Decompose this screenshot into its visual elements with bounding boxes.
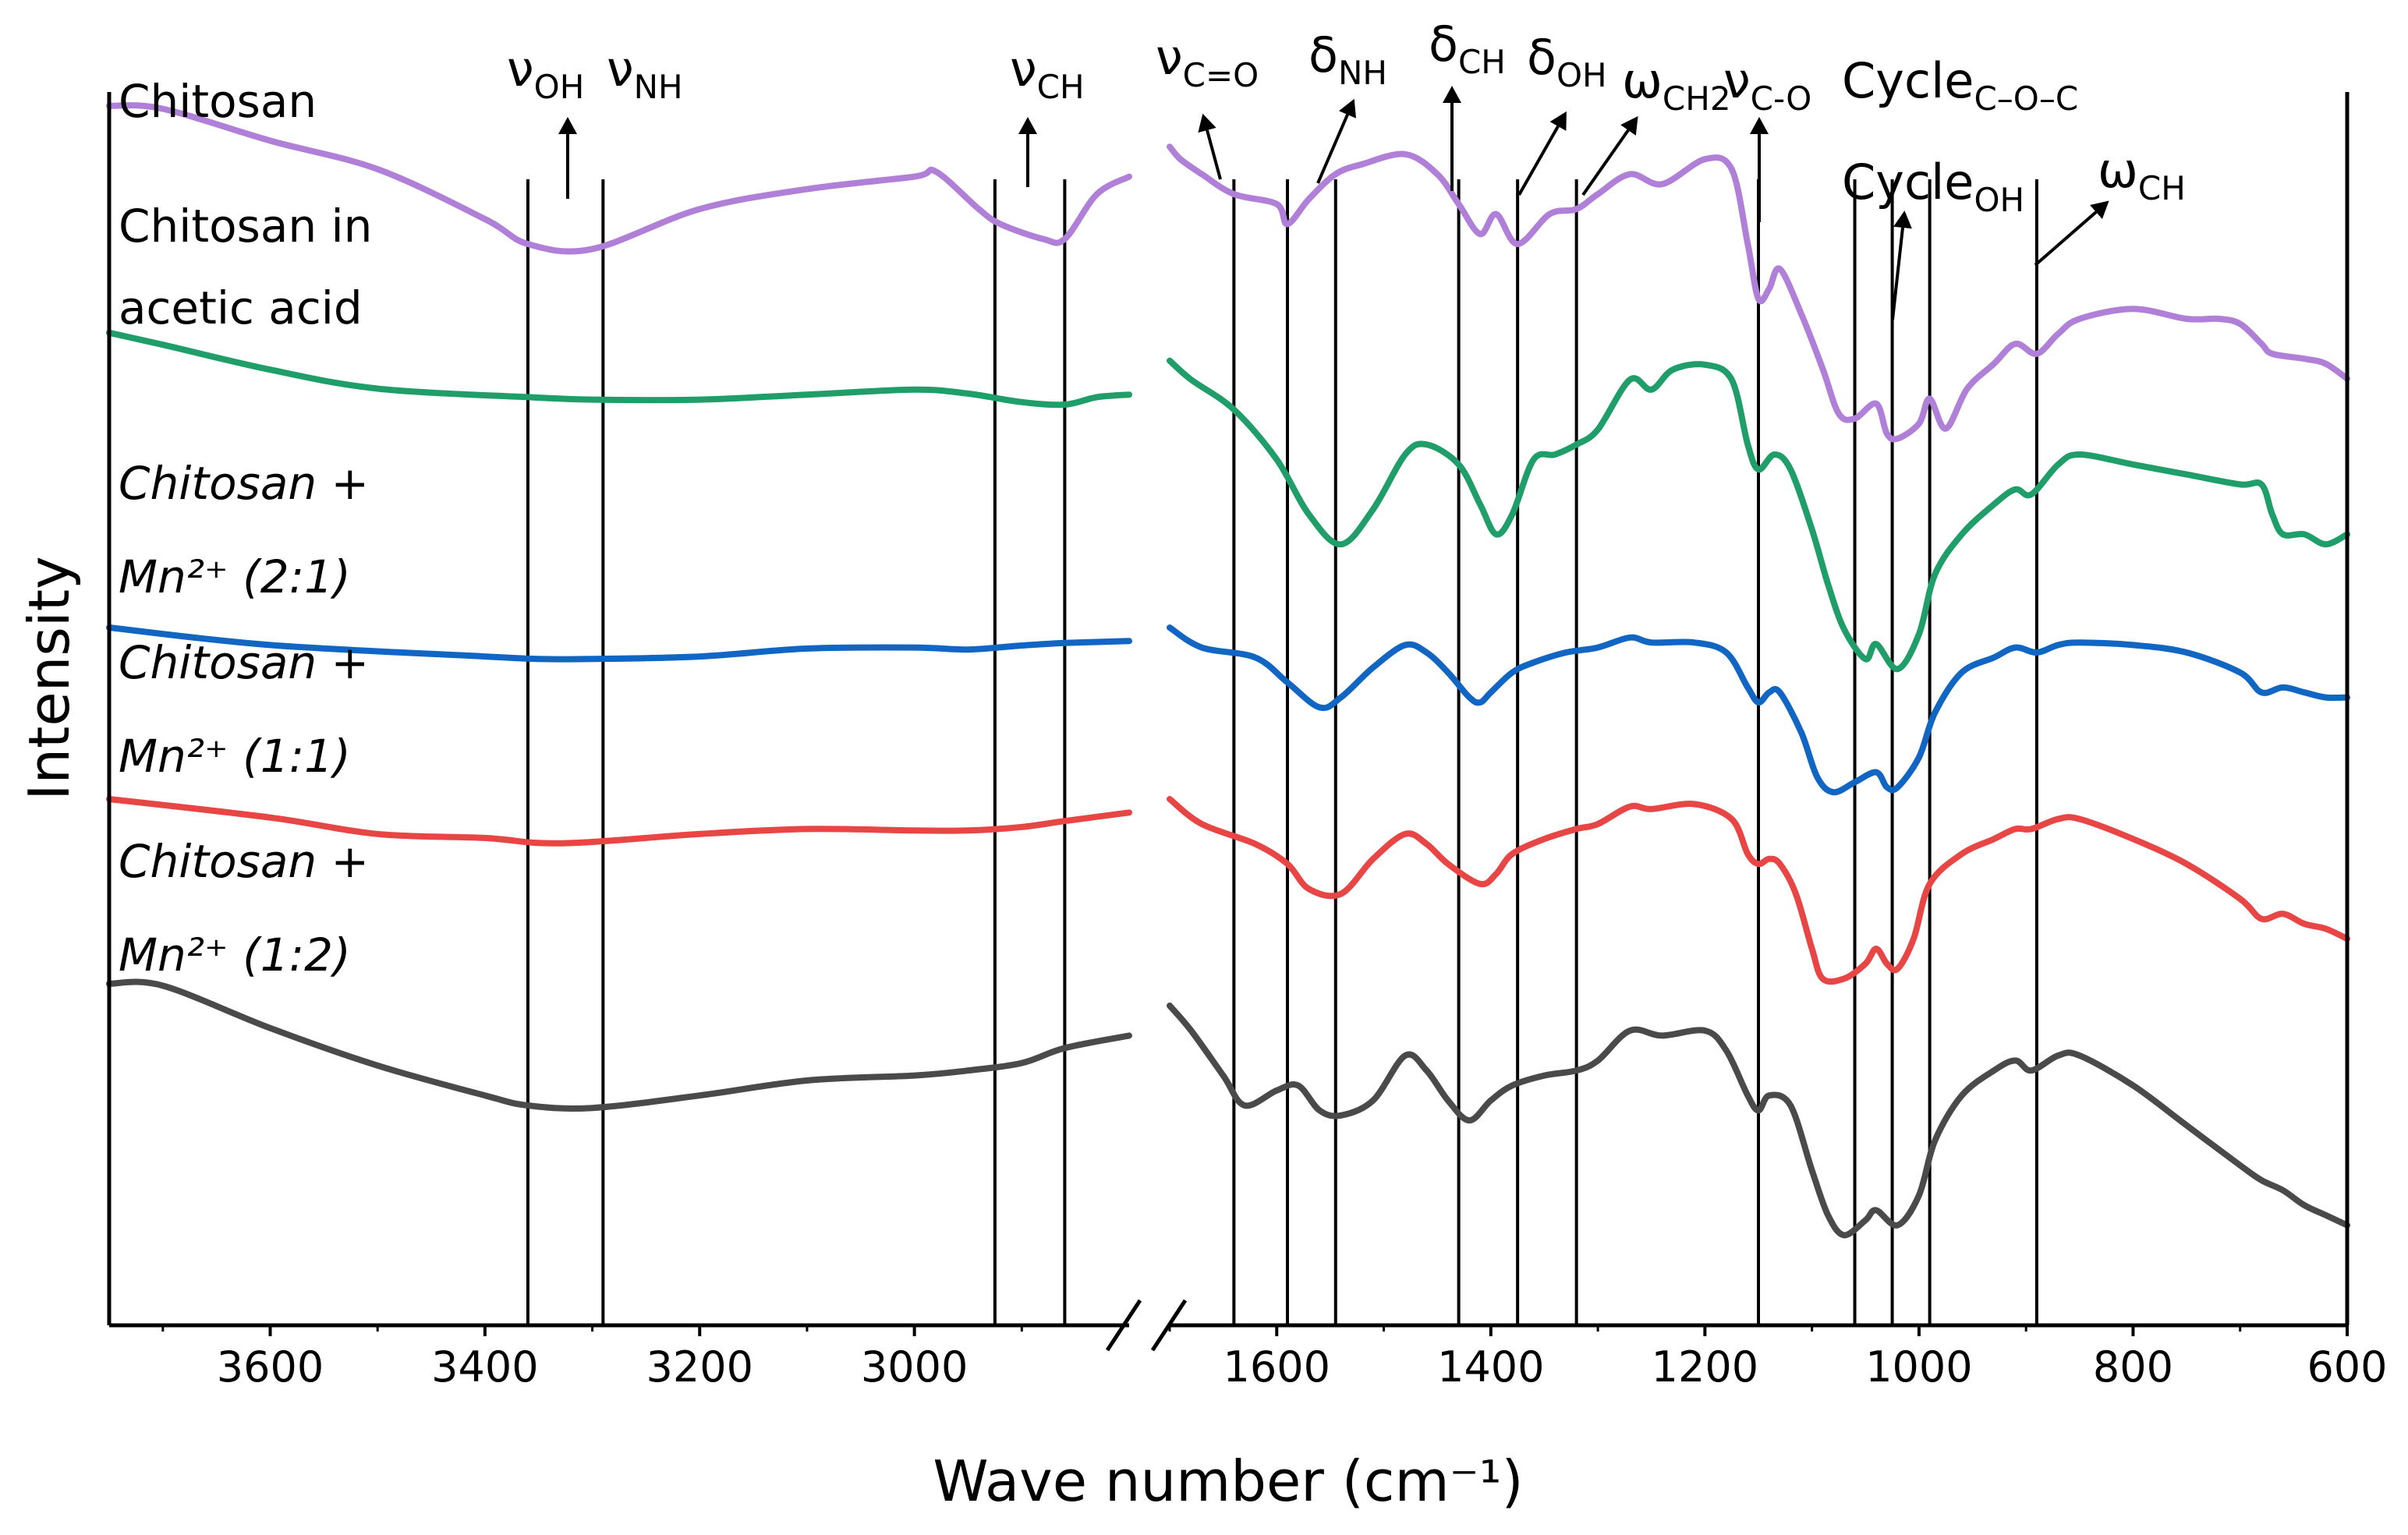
x-tick-label-3200: 3200 [646, 1342, 753, 1392]
annotation-arrowhead-9 [1750, 117, 1769, 134]
series-3-right-line [1167, 624, 2350, 796]
series-2-right-line [1167, 357, 2350, 673]
series-lines [106, 102, 2350, 1239]
series-labels: Chitosan Chitosan in acetic acid Chitosan +… [119, 75, 372, 981]
annotation-arrow-8 [1581, 129, 1630, 196]
annotation-4: νC=O [1156, 29, 1259, 94]
annotation-arrow-11 [1891, 227, 1904, 320]
annotation-arrowhead-3 [1018, 117, 1037, 134]
annotation-6: δCH [1429, 16, 1506, 81]
series-5-right-line [1167, 1003, 2350, 1239]
annotation-arrowhead-8 [1620, 116, 1638, 136]
series-label-2-line-2: acetic acid [119, 281, 363, 334]
x-tick-label-600: 600 [2307, 1342, 2387, 1392]
y-axis-title: Intensity [16, 556, 82, 800]
series-label-1-line-1: Chitosan [119, 75, 317, 128]
series-1-left-line [106, 102, 1132, 255]
annotation-1: νOH [507, 41, 584, 106]
series-label-3-line-1: Chitosan + [119, 457, 369, 510]
annotation-3: νCH [1010, 41, 1085, 106]
series-label-4-line-2: Mn²⁺ (1:1) [119, 730, 351, 783]
series-2-left-line [106, 329, 1132, 409]
x-tick-label-800: 800 [2093, 1342, 2173, 1392]
annotation-7: δOH [1527, 29, 1607, 94]
x-tick-label-1600: 1600 [1223, 1342, 1330, 1392]
series-label-5-line-1: Chitosan + [119, 835, 369, 888]
x-ticks: 3600 3400 3200 3000 1600 1400 1200 1000 800 600 [161, 1325, 2388, 1392]
series-label-5-line-2: Mn²⁺ (1:2) [119, 928, 351, 981]
series-4-right-line [1167, 796, 2350, 985]
x-axis-title: Wave number (cm⁻¹) [933, 1448, 1523, 1514]
series-4-left-line [106, 796, 1132, 847]
series-3-left-line [106, 624, 1132, 663]
series-1-right-line [1167, 143, 2350, 443]
annotation-10: CycleC–O–C [1842, 52, 2078, 118]
annotation-9: νC-O [1723, 52, 1811, 118]
annotation-arrowhead-6 [1443, 86, 1461, 103]
annotation-12: ωCH [2098, 142, 2186, 207]
annotation-11: CycleOH [1842, 154, 2024, 219]
annotation-arrowhead-12 [2090, 200, 2109, 219]
annotation-arrowhead-1 [558, 117, 577, 134]
annotation-arrow-5 [1316, 114, 1349, 184]
x-tick-label-3600: 3600 [217, 1342, 324, 1392]
series-label-3-line-2: Mn²⁺ (2:1) [119, 550, 351, 603]
annotation-arrow-4 [1206, 129, 1222, 180]
annotation-arrowhead-4 [1198, 113, 1216, 133]
annotation-5: δNH [1308, 27, 1387, 92]
annotation-2: νNH [607, 41, 683, 106]
series-5-left-line [106, 978, 1132, 1112]
x-tick-label-1200: 1200 [1652, 1342, 1758, 1392]
x-tick-label-1000: 1000 [1865, 1342, 1972, 1392]
series-label-4-line-1: Chitosan + [119, 636, 369, 689]
series-label-2-line-1: Chitosan in [119, 200, 372, 253]
annotation-arrowhead-5 [1339, 98, 1356, 118]
axis-break-mark-1 [1105, 1299, 1142, 1352]
x-tick-label-3400: 3400 [431, 1342, 538, 1392]
annotation-arrow-12 [2034, 210, 2098, 267]
x-tick-label-1400: 1400 [1437, 1342, 1544, 1392]
annotation-arrow-7 [1517, 126, 1560, 196]
axes [107, 92, 2350, 1352]
reference-lines [526, 179, 2038, 1325]
annotation-arrowhead-11 [1893, 210, 1912, 229]
annotation-arrowhead-7 [1549, 111, 1567, 131]
annotation-8: ωCH2 [1622, 52, 1731, 118]
x-tick-label-3000: 3000 [861, 1342, 968, 1392]
